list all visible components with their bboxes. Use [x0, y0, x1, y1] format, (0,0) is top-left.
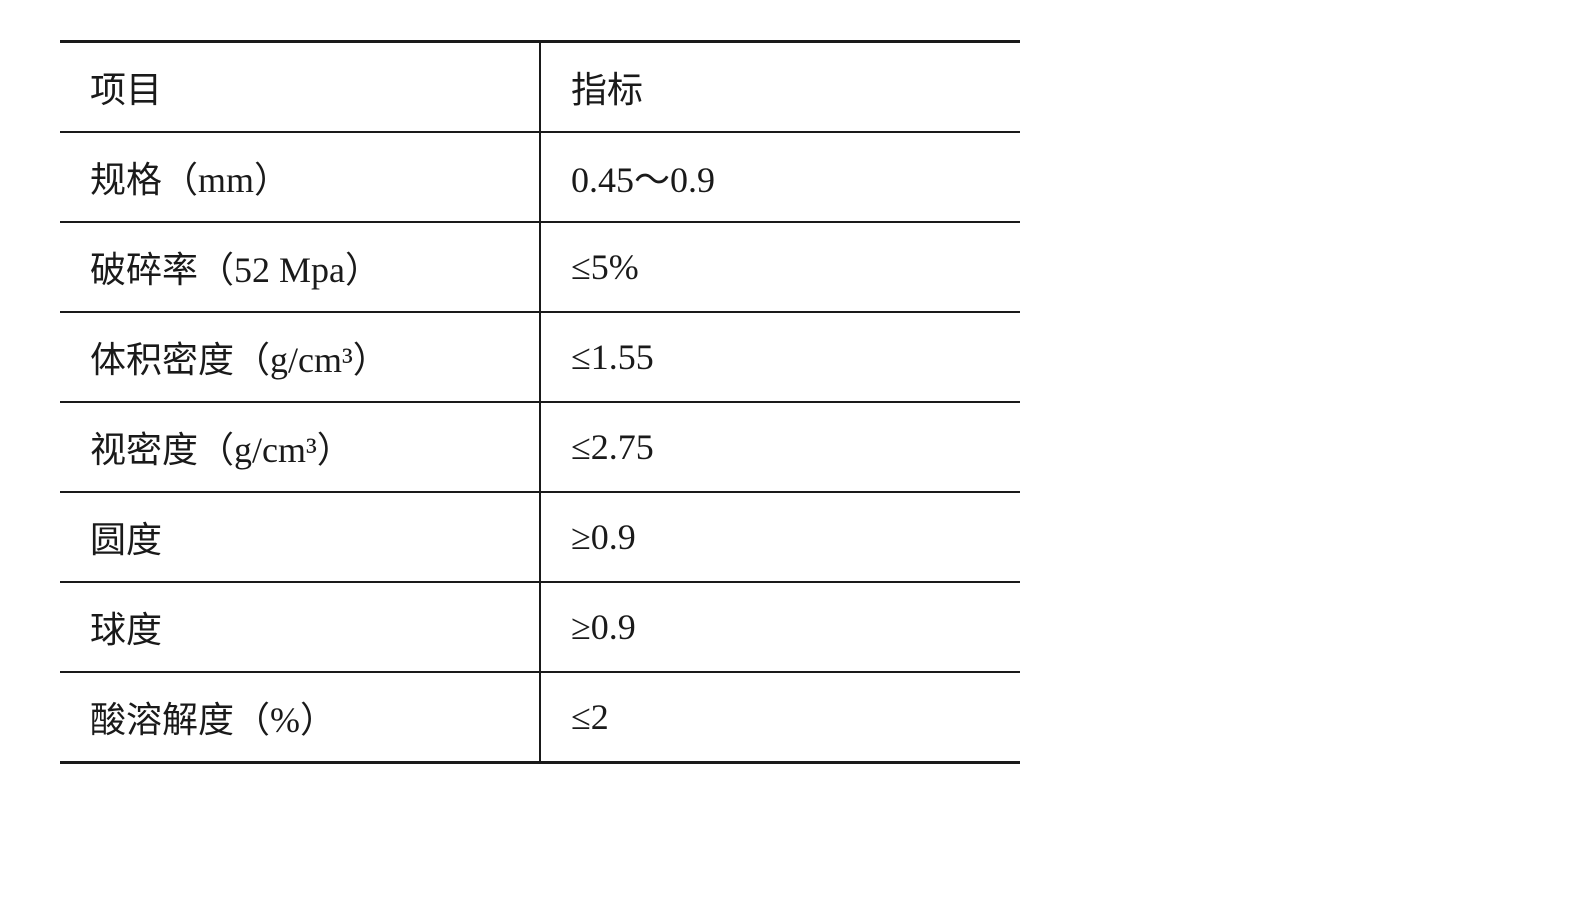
- table-row: 酸溶解度（%） ≤2: [60, 672, 1020, 763]
- row-label: 规格（mm）: [60, 132, 540, 222]
- table-row: 破碎率（52 Mpa） ≤5%: [60, 222, 1020, 312]
- row-label: 体积密度（g/cm³）: [60, 312, 540, 402]
- row-label: 破碎率（52 Mpa）: [60, 222, 540, 312]
- table-row: 体积密度（g/cm³） ≤1.55: [60, 312, 1020, 402]
- row-value: 0.45～0.9: [540, 132, 1020, 222]
- row-value: ≤2.75: [540, 402, 1020, 492]
- table-row: 视密度（g/cm³） ≤2.75: [60, 402, 1020, 492]
- table-row: 圆度 ≥0.9: [60, 492, 1020, 582]
- row-label: 酸溶解度（%）: [60, 672, 540, 763]
- specification-table: 项目 指标 规格（mm） 0.45～0.9 破碎率（52 Mpa） ≤5% 体积…: [60, 40, 1020, 764]
- table-row: 球度 ≥0.9: [60, 582, 1020, 672]
- row-label: 圆度: [60, 492, 540, 582]
- table-header-row: 项目 指标: [60, 42, 1020, 133]
- row-label: 视密度（g/cm³）: [60, 402, 540, 492]
- header-cell-item: 项目: [60, 42, 540, 133]
- row-label: 球度: [60, 582, 540, 672]
- header-cell-indicator: 指标: [540, 42, 1020, 133]
- table-row: 规格（mm） 0.45～0.9: [60, 132, 1020, 222]
- row-value: ≥0.9: [540, 582, 1020, 672]
- row-value: ≤5%: [540, 222, 1020, 312]
- row-value: ≥0.9: [540, 492, 1020, 582]
- row-value: ≤1.55: [540, 312, 1020, 402]
- row-value: ≤2: [540, 672, 1020, 763]
